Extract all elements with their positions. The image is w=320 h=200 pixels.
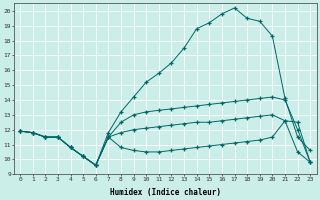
X-axis label: Humidex (Indice chaleur): Humidex (Indice chaleur) <box>110 188 220 197</box>
